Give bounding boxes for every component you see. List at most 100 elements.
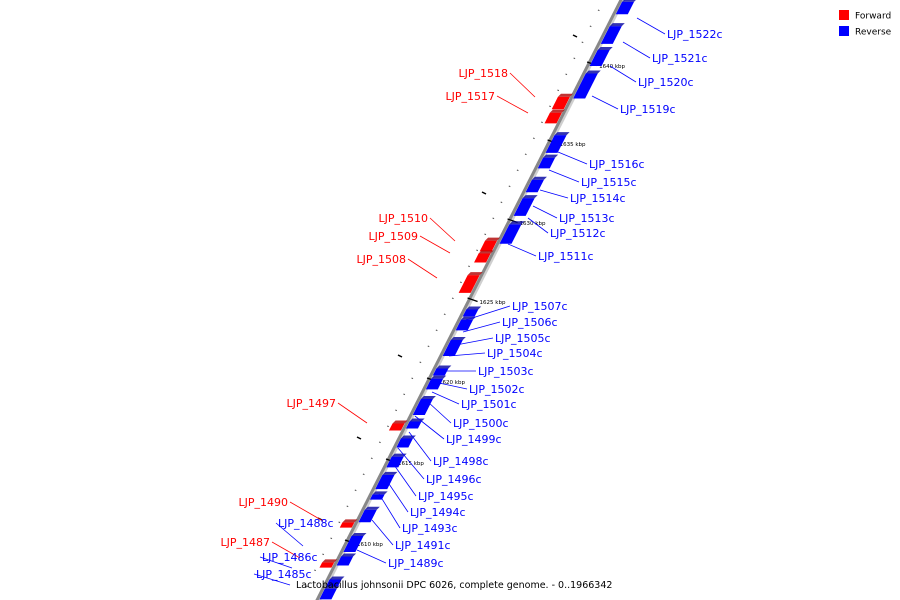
gene-feature[interactable] xyxy=(513,198,535,216)
gene-leader-line xyxy=(509,72,536,98)
gene-label[interactable]: LJP_1521c xyxy=(652,52,708,65)
gene-leader-line xyxy=(429,217,456,242)
gene-feature[interactable] xyxy=(425,378,444,390)
gene-leader-line xyxy=(507,243,537,257)
gene-feature[interactable] xyxy=(358,509,377,523)
gene-label[interactable]: LJP_1518 xyxy=(459,67,509,80)
gene-label[interactable]: LJP_1497 xyxy=(287,397,337,410)
gene-leader-line xyxy=(414,415,445,440)
gene-feature[interactable] xyxy=(339,522,355,528)
gene-feature[interactable] xyxy=(412,398,433,416)
gene-leader-line xyxy=(337,402,368,424)
tick-mark xyxy=(467,297,478,303)
gene-feature[interactable] xyxy=(455,319,474,331)
gene-feature[interactable] xyxy=(375,474,395,490)
legend-reverse-label: Reverse xyxy=(855,28,892,38)
gene-leader-line xyxy=(455,337,494,346)
gene-leader-line xyxy=(419,235,451,254)
gene-leader-line xyxy=(371,519,394,546)
genome-axis xyxy=(315,0,623,600)
gene-leader-line xyxy=(557,151,588,165)
gene-label[interactable]: LJP_1514c xyxy=(570,192,626,205)
gene-label[interactable]: LJP_1489c xyxy=(388,557,444,570)
gene-label[interactable]: LJP_1500c xyxy=(453,417,509,430)
gene-leader-line xyxy=(391,461,417,497)
gene-feature[interactable] xyxy=(405,421,422,429)
gene-leader-line xyxy=(622,41,651,59)
gene-feature[interactable] xyxy=(343,535,364,553)
gene-feature[interactable] xyxy=(474,253,491,263)
gene-feature[interactable] xyxy=(600,26,622,44)
gene-feature[interactable] xyxy=(544,112,562,124)
gene-features xyxy=(319,0,636,600)
gene-label[interactable]: LJP_1496c xyxy=(426,473,482,486)
gene-feature[interactable] xyxy=(396,438,413,448)
tick-label: 1625 kbp xyxy=(480,300,506,306)
gene-feature[interactable] xyxy=(336,556,354,566)
gene-label[interactable]: LJP_1520c xyxy=(638,76,694,89)
gene-feature[interactable] xyxy=(615,1,635,15)
gene-feature[interactable] xyxy=(462,309,479,317)
gene-label[interactable]: LJP_1488c xyxy=(278,517,334,530)
gene-feature[interactable] xyxy=(325,579,342,587)
gene-label[interactable]: LJP_1522c xyxy=(667,28,723,41)
gene-leader-line xyxy=(259,556,293,569)
gene-label[interactable]: LJP_1513c xyxy=(559,212,615,225)
gene-label[interactable]: LJP_1519c xyxy=(620,103,676,116)
gene-feature[interactable] xyxy=(545,135,567,153)
gene-feature[interactable] xyxy=(589,49,610,67)
gene-leader-line xyxy=(465,305,511,321)
gene-label[interactable]: LJP_1501c xyxy=(461,398,517,411)
gene-label[interactable]: LJP_1515c xyxy=(581,176,637,189)
gene-feature[interactable] xyxy=(388,423,405,431)
gene-feature[interactable] xyxy=(537,157,556,169)
gene-label[interactable]: LJP_1505c xyxy=(495,332,551,345)
gene-leader-line xyxy=(496,95,529,114)
minor-ticks xyxy=(306,9,600,588)
gene-feature[interactable] xyxy=(525,179,544,193)
tick-label: 1620 kbp xyxy=(439,380,465,386)
gene-label[interactable]: LJP_1499c xyxy=(446,433,502,446)
gene-feature[interactable] xyxy=(369,494,385,500)
gene-label[interactable]: LJP_1487 xyxy=(221,536,271,549)
tick-label: 1630 kbp xyxy=(520,221,546,227)
gene-feature[interactable] xyxy=(442,339,463,357)
gene-label[interactable]: LJP_1486c xyxy=(262,551,318,564)
gene-label[interactable]: LJP_1498c xyxy=(433,455,489,468)
gene-leader-line xyxy=(438,382,468,390)
gene-feature[interactable] xyxy=(319,588,337,600)
gene-label[interactable]: LJP_1503c xyxy=(478,365,534,378)
gene-leader-line xyxy=(462,321,501,333)
gene-leader-line xyxy=(527,217,549,234)
gene-leader-line xyxy=(397,447,425,480)
gene-labels: LJP_1522c LJP_1521c LJP_1520c LJP_1519c LJP_… xyxy=(221,17,723,586)
gene-feature[interactable] xyxy=(458,275,480,293)
gene-label[interactable]: LJP_1485c xyxy=(256,568,312,581)
gene-feature[interactable] xyxy=(499,224,522,244)
gene-feature[interactable] xyxy=(479,240,498,252)
gene-label[interactable]: LJP_1517 xyxy=(446,90,496,103)
gene-label[interactable]: LJP_1510 xyxy=(379,212,429,225)
gene-leader-line xyxy=(408,431,432,462)
gene-feature[interactable] xyxy=(551,96,570,110)
gene-feature[interactable] xyxy=(573,73,598,99)
gene-label[interactable]: LJP_1495c xyxy=(418,490,474,503)
gene-label[interactable]: LJP_1511c xyxy=(538,250,594,263)
gene-feature[interactable] xyxy=(319,562,335,568)
gene-label[interactable]: LJP_1504c xyxy=(487,347,543,360)
gene-label[interactable]: LJP_1494c xyxy=(410,506,466,519)
gene-label[interactable]: LJP_1512c xyxy=(550,227,606,240)
gene-label[interactable]: LJP_1493c xyxy=(402,522,458,535)
gene-label[interactable]: LJP_1506c xyxy=(502,316,558,329)
gene-feature[interactable] xyxy=(386,456,404,468)
gene-leader-line xyxy=(271,541,301,559)
gene-label[interactable]: LJP_1516c xyxy=(589,158,645,171)
gene-label[interactable]: LJP_1491c xyxy=(395,539,451,552)
gene-label[interactable]: LJP_1509 xyxy=(369,230,419,243)
gene-label[interactable]: LJP_1507c xyxy=(512,300,568,313)
gene-label[interactable]: LJP_1508 xyxy=(357,253,407,266)
gene-feature[interactable] xyxy=(432,368,449,376)
gene-label[interactable]: LJP_1490 xyxy=(239,496,289,509)
gene-label[interactable]: LJP_1502c xyxy=(469,383,525,396)
legend: Forward Reverse xyxy=(839,10,892,38)
